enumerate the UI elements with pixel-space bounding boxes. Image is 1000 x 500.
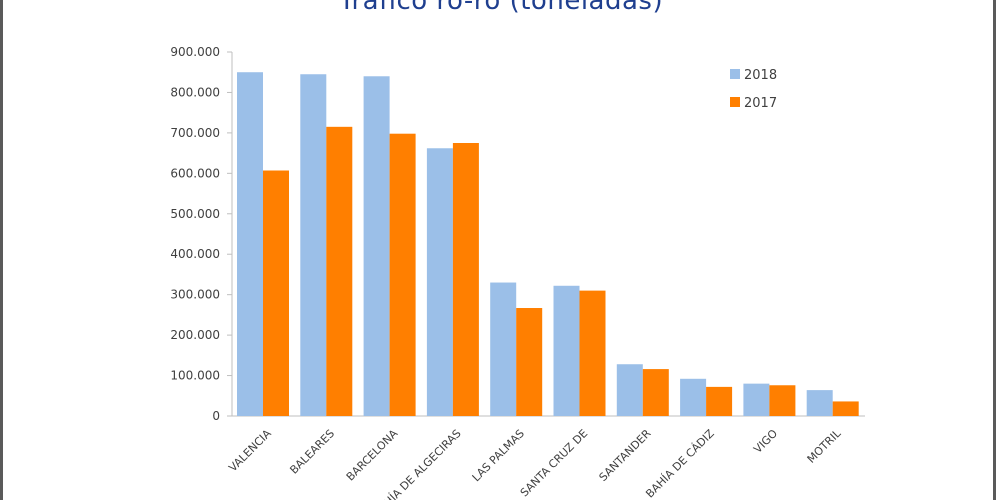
x-tick-label: BAHÍA DE CÁDIZ	[643, 427, 717, 500]
x-tick-label: LAS PALMAS	[470, 427, 527, 484]
y-tick-label: 500.000	[170, 207, 220, 221]
bar-2017	[579, 290, 606, 416]
bar-2018	[363, 76, 390, 417]
bar-2017	[642, 369, 669, 416]
x-tick-label: BALEARES	[287, 427, 337, 477]
legend-swatch	[730, 69, 740, 79]
y-tick-label: 700.000	[170, 126, 220, 140]
x-tick-label: VALENCIA	[226, 427, 274, 475]
x-tick-label: MOTRIL	[805, 426, 844, 465]
y-tick-label: 300.000	[170, 288, 220, 302]
bar-chart: 0 100.000 200.000 300.000 400.000 500.000 600.…	[170, 45, 865, 500]
chart-title: Tráfico ro-ro (toneladas)	[338, 0, 664, 16]
bar-2017	[326, 126, 353, 417]
bar-2018	[426, 148, 453, 416]
bar-2018	[490, 282, 517, 416]
bar-2017	[769, 385, 796, 416]
bar-2017	[706, 386, 733, 416]
bar-2018	[300, 74, 327, 416]
y-tick-label: 100.000	[170, 369, 220, 383]
y-tick-label: 900.000	[170, 45, 220, 59]
bar-2018	[237, 72, 263, 416]
bar-2018	[616, 364, 643, 416]
y-tick-label: 800.000	[170, 85, 220, 99]
bar-2018	[680, 378, 707, 416]
y-tick-label: 0	[212, 409, 220, 423]
bar-2017	[263, 170, 289, 416]
bar-2017	[452, 143, 479, 416]
bar-2017	[832, 401, 859, 416]
bar-2018	[806, 390, 833, 416]
bar-2017	[516, 308, 543, 416]
x-tick-label: SANTA CRUZ DE	[518, 427, 590, 499]
legend-label: 2017	[744, 96, 777, 111]
bar-2017	[389, 133, 416, 416]
x-tick-label: SANTANDER	[597, 427, 654, 484]
bar-2018	[743, 383, 770, 416]
legend-swatch	[730, 97, 740, 107]
bar-2018	[553, 285, 580, 416]
y-tick-label: 200.000	[170, 328, 220, 342]
x-tick-label: VIGO	[751, 427, 780, 456]
y-tick-label: 600.000	[170, 166, 220, 180]
legend-label: 2018	[744, 68, 777, 83]
y-tick-label: 400.000	[170, 247, 220, 261]
x-tick-label: BARCELONA	[344, 427, 401, 484]
